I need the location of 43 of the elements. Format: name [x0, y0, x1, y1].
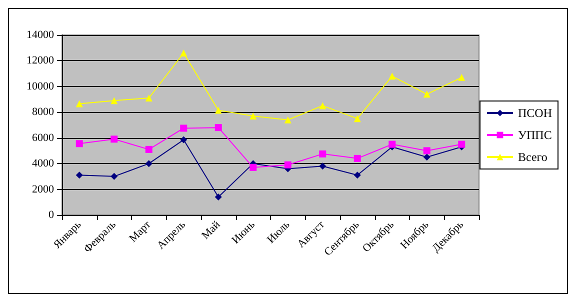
- point: [180, 136, 188, 144]
- point: [76, 140, 83, 148]
- point: [423, 147, 430, 154]
- y-tick-label: 4000: [32, 158, 54, 170]
- point: [180, 50, 188, 56]
- y-tick-label: 12000: [26, 54, 54, 67]
- point: [110, 97, 118, 104]
- legend-label: Всего: [518, 150, 548, 164]
- y-tick-label: 2000: [32, 183, 54, 196]
- legend-label: ПСОН: [518, 106, 552, 120]
- point: [319, 102, 326, 110]
- point: [214, 106, 222, 114]
- y-tick-label: 6000: [32, 132, 54, 144]
- point: [145, 160, 152, 168]
- point: [145, 146, 152, 153]
- point: [284, 161, 292, 168]
- point: [145, 94, 152, 102]
- point: [110, 136, 118, 143]
- point: [76, 172, 83, 179]
- legend-label: УППС: [518, 128, 552, 142]
- point: [423, 154, 430, 161]
- point: [319, 150, 326, 158]
- point: [214, 194, 222, 200]
- point: [250, 112, 257, 120]
- point: [354, 154, 361, 162]
- y-tick-label: 10000: [26, 80, 54, 92]
- y-tick-label: 0: [48, 209, 54, 221]
- y-tick-label: 8000: [32, 106, 54, 118]
- point: [284, 116, 292, 124]
- point: [354, 115, 361, 122]
- point: [388, 140, 396, 148]
- point: [76, 100, 83, 108]
- y-tick-label: 14000: [26, 29, 54, 41]
- point: [180, 124, 188, 132]
- point: [423, 90, 430, 98]
- point: [214, 124, 222, 132]
- point: [458, 74, 466, 81]
- point: [250, 164, 257, 171]
- point: [110, 172, 118, 180]
- point: [319, 162, 326, 170]
- point: [354, 172, 361, 179]
- point: [388, 72, 396, 80]
- point: [458, 140, 466, 148]
